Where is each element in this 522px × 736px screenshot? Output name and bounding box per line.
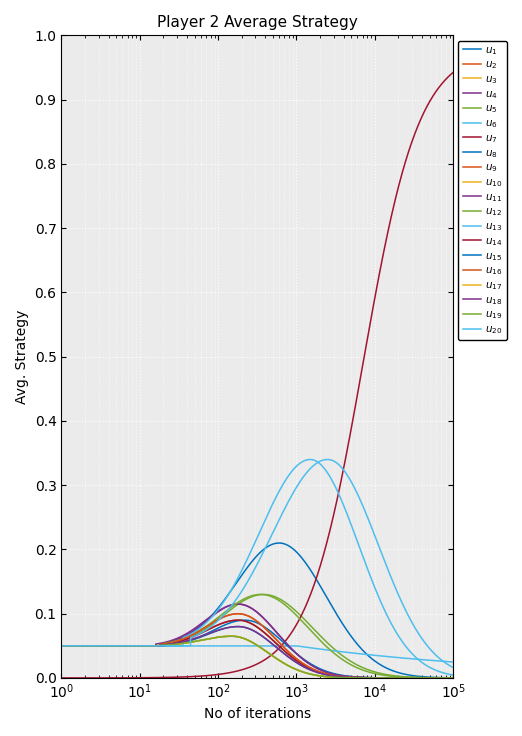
- X-axis label: No of iterations: No of iterations: [204, 707, 311, 721]
- Legend: $u_1$, $u_2$, $u_3$, $u_4$, $u_5$, $u_6$, $u_7$, $u_8$, $u_9$, $u_{10}$, $u_{11}: $u_1$, $u_2$, $u_3$, $u_4$, $u_5$, $u_6$…: [458, 40, 507, 340]
- Y-axis label: Avg. Strategy: Avg. Strategy: [15, 309, 29, 404]
- Title: Player 2 Average Strategy: Player 2 Average Strategy: [157, 15, 358, 30]
